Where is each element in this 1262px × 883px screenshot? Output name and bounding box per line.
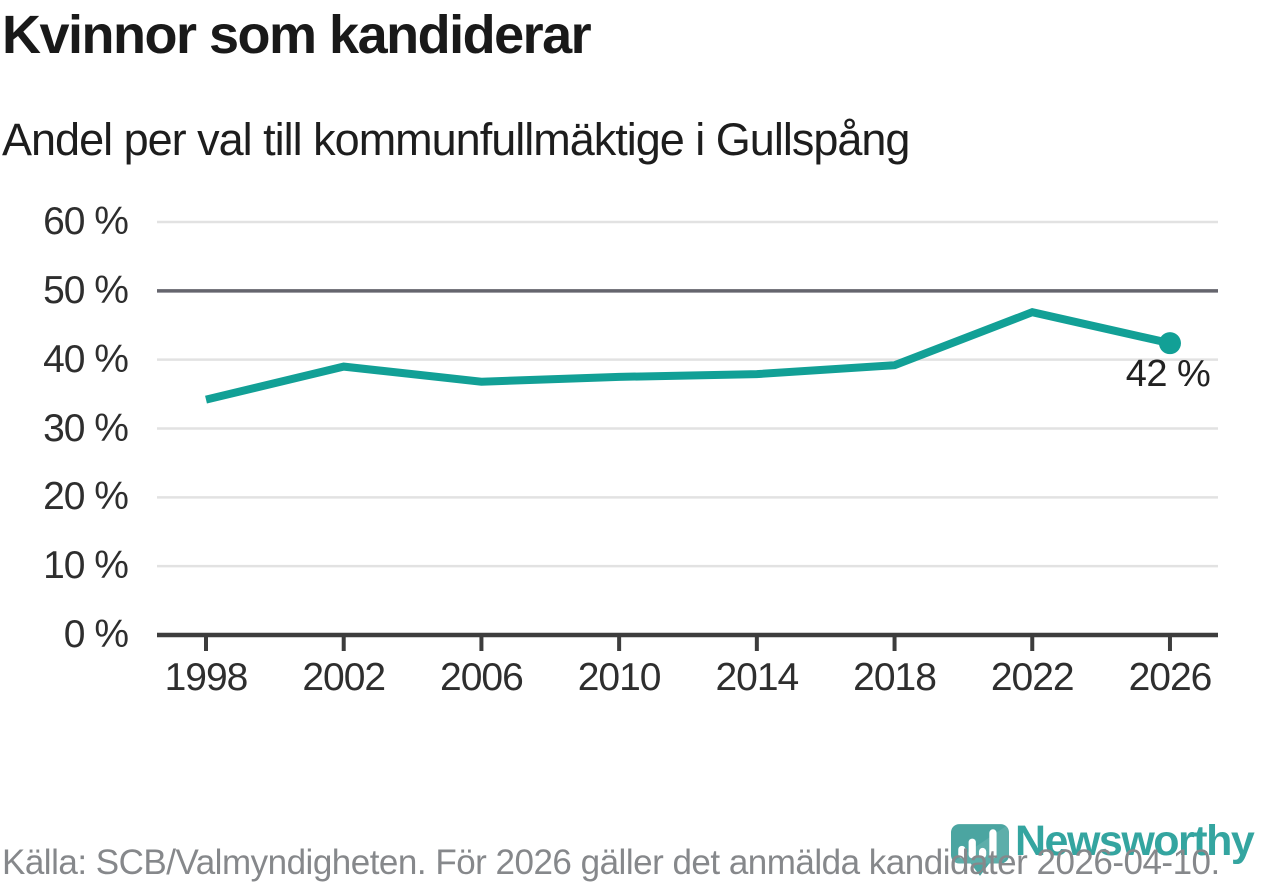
- last-value-label: 42 %: [1125, 353, 1211, 395]
- data-line: [205, 308, 1171, 404]
- x-tick-label: 2014: [715, 656, 799, 699]
- x-tick-label: 1998: [164, 656, 249, 699]
- x-tick-label: 2006: [440, 656, 524, 699]
- chart-subtitle: Andel per val till kommunfullmäktige i G…: [2, 114, 910, 165]
- x-tick-label: 2010: [577, 656, 662, 699]
- y-tick-label: 60 %: [43, 200, 129, 244]
- y-tick-label: 20 %: [43, 475, 129, 519]
- x-tick-label: 2002: [302, 656, 386, 699]
- newsworthy-logo: Newsworthy: [951, 817, 1255, 879]
- y-tick-label: 50 %: [43, 268, 129, 312]
- data-point-marker: [1158, 332, 1181, 355]
- y-tick-label: 0 %: [63, 613, 129, 656]
- source-note: Källa: SCB/Valmyndigheten. För 2026 gäll…: [2, 843, 1220, 882]
- chart-title: Kvinnor som kandiderar: [2, 5, 592, 65]
- y-tick-label: 10 %: [43, 544, 129, 588]
- x-tick-label: 2026: [1128, 656, 1213, 699]
- y-tick-label: 40 %: [43, 337, 129, 381]
- y-tick-label: 30 %: [43, 406, 129, 450]
- x-tick-label: 2022: [990, 656, 1075, 699]
- newsworthy-barchart-pin-icon: [951, 824, 1009, 876]
- newsworthy-wordmark: Newsworthy: [1015, 817, 1255, 865]
- x-tick-label: 2018: [853, 656, 937, 699]
